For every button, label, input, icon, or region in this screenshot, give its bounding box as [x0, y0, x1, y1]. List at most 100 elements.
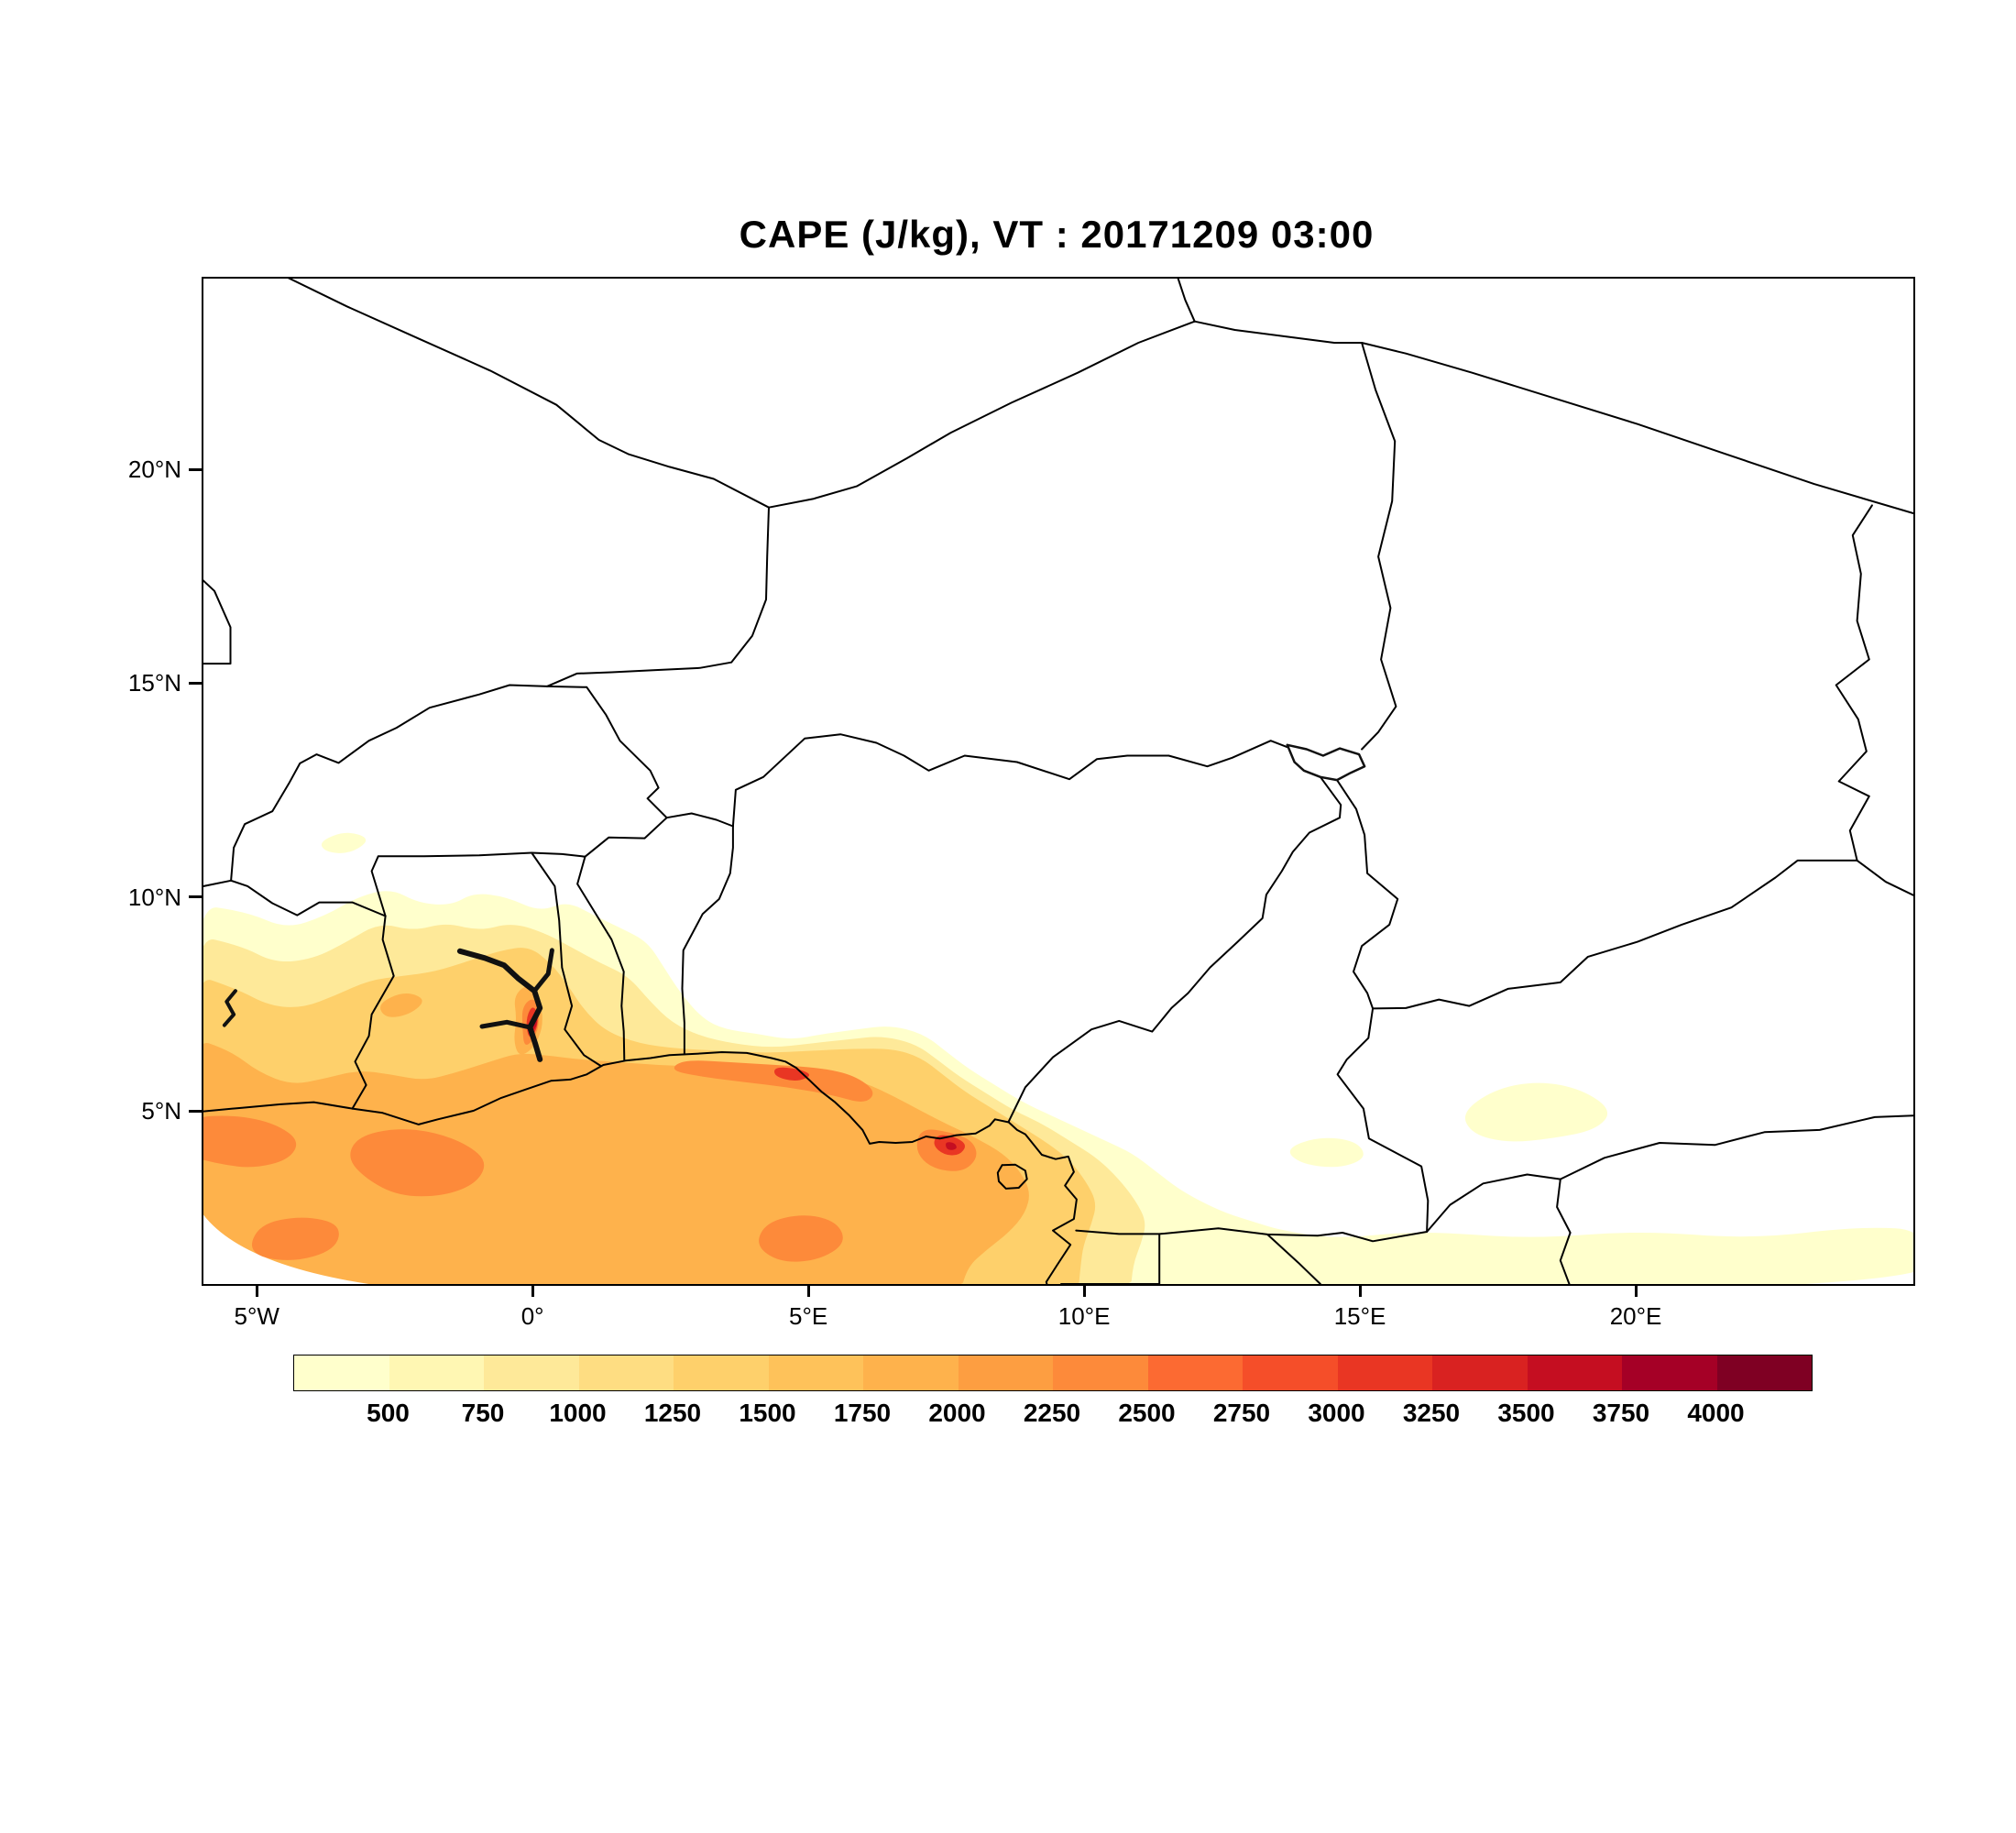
border-ghana-burkina	[370, 851, 533, 917]
colorbar-segment-0	[294, 1356, 389, 1390]
lat-tick-label: 10°N	[127, 883, 181, 911]
colorbar	[293, 1355, 1813, 1391]
border-chad-sudan	[1835, 504, 1873, 862]
lat-tick-label: 5°N	[141, 1097, 181, 1125]
figure-title: CAPE (J/kg), VT : 20171209 03:00	[739, 213, 1375, 256]
border-ghana-togo	[531, 851, 602, 1067]
border-nigeria-cameroon	[1007, 775, 1342, 1123]
colorbar-segment-9	[1147, 1356, 1243, 1390]
border-algeria-mali	[288, 279, 770, 509]
cape-lt500-patch-sahel	[321, 832, 367, 853]
border-cotedivoire-ghana	[351, 915, 395, 1110]
lat-tick-mark	[189, 1109, 202, 1113]
cape-lt500-patch-east	[1464, 1082, 1608, 1142]
lat-tick-mark	[189, 467, 202, 471]
lake-kossou	[222, 989, 237, 1027]
border-benin-nigeria	[681, 825, 734, 1056]
colorbar-segment-7	[958, 1356, 1053, 1390]
colorbar-label: 2250	[1023, 1399, 1081, 1427]
cape-2250-south	[759, 1215, 843, 1262]
lat-tick-label: 20°N	[127, 456, 181, 484]
border-togo-benin	[576, 855, 626, 1062]
map-svg	[203, 279, 1913, 1284]
colorbar-label: 2750	[1212, 1399, 1271, 1427]
border-nigeria-niger	[731, 733, 1288, 828]
colorbar-segment-10	[1243, 1356, 1338, 1390]
border-congo-drc-ubangi	[1556, 1178, 1572, 1284]
border-mali-niger	[546, 506, 770, 687]
colorbar-segment-3	[578, 1356, 674, 1390]
colorbar-segment-13	[1527, 1356, 1622, 1390]
border-car-drc	[1559, 1114, 1913, 1180]
border-togo-benin-burkina	[531, 817, 668, 858]
colorbar-labels: 500 750 1000 1250 1500 1750 2000 2250 2500 2750 30…	[293, 1399, 1811, 1435]
colorbar-segment-5	[768, 1356, 863, 1390]
colorbar-label: 1250	[643, 1399, 702, 1427]
lon-tick-label: 5°E	[789, 1302, 828, 1330]
colorbar-label: 4000	[1687, 1399, 1745, 1427]
border-bioko-island	[996, 1163, 1028, 1190]
colorbar-label: 2000	[928, 1399, 986, 1427]
lat-tick-mark	[189, 895, 202, 899]
lakes-layer	[222, 743, 1366, 1062]
colorbar-segment-4	[674, 1356, 769, 1390]
colorbar-segment-2	[484, 1356, 579, 1390]
colorbar-label: 1750	[833, 1399, 892, 1427]
colorbar-segment-14	[1622, 1356, 1717, 1390]
border-car-cameroon	[1336, 1007, 1430, 1233]
colorbar-segment-15	[1716, 1356, 1812, 1390]
lon-tick-label: 5°W	[234, 1302, 279, 1330]
country-borders-layer	[203, 279, 1913, 1284]
lon-tick-label: 20°E	[1609, 1302, 1662, 1330]
cape-3250-delta-core	[945, 1142, 957, 1150]
border-coastline-gulf-of-guinea	[203, 1051, 1078, 1284]
lake-volta-east-arm	[531, 948, 554, 993]
colorbar-segment-6	[863, 1356, 959, 1390]
border-benin-niger	[665, 812, 734, 828]
border-chad-car	[1372, 859, 1858, 1010]
colorbar-label: 3250	[1402, 1399, 1461, 1427]
colorbar-segment-8	[1053, 1356, 1148, 1390]
lake-chad	[1286, 743, 1366, 782]
border-libya-niger-chad	[1193, 320, 1913, 515]
border-algeria-niger	[768, 320, 1196, 509]
border-equatorial-guinea	[1060, 1229, 1161, 1284]
colorbar-segment-12	[1432, 1356, 1528, 1390]
border-car-sudan	[1856, 859, 1913, 896]
lon-tick-mark	[1634, 1284, 1638, 1297]
lat-tick-mark	[189, 681, 202, 685]
colorbar-label: 1000	[549, 1399, 607, 1427]
colorbar-label: 3500	[1497, 1399, 1555, 1427]
cape-2250-coastband	[674, 1060, 873, 1102]
border-cotedivoire-north	[203, 879, 387, 917]
lon-tick-mark	[255, 1284, 258, 1297]
lon-tick-mark	[531, 1284, 534, 1297]
colorbar-label: 2500	[1118, 1399, 1176, 1427]
border-cameroon-chad	[1336, 779, 1399, 1010]
border-mauritania-mali	[203, 579, 232, 665]
cape-2250-southwest	[252, 1217, 339, 1260]
cape-field-layer	[203, 832, 1913, 1284]
colorbar-segment-11	[1337, 1356, 1432, 1390]
lon-tick-label: 15°E	[1333, 1302, 1386, 1330]
lon-tick-mark	[806, 1284, 810, 1297]
lon-tick-mark	[1082, 1284, 1086, 1297]
cape-2250-central	[350, 1129, 485, 1197]
colorbar-label: 3750	[1592, 1399, 1650, 1427]
map-plot-area	[202, 277, 1915, 1286]
border-mali-burkina	[230, 684, 548, 882]
colorbar-segment-1	[389, 1356, 484, 1390]
colorbar-label: 1500	[739, 1399, 796, 1427]
border-algeria-libya	[1177, 279, 1196, 323]
border-niger-chad	[1361, 342, 1397, 751]
border-gabon-congo	[1266, 1233, 1321, 1284]
lon-tick-label: 10°E	[1057, 1302, 1111, 1330]
lon-tick-mark	[1358, 1284, 1362, 1297]
colorbar-label: 3000	[1308, 1399, 1365, 1427]
lon-tick-label: 0°	[520, 1302, 544, 1330]
cape-2250-west	[203, 1115, 297, 1168]
lat-tick-label: 15°N	[127, 669, 181, 697]
border-burkina-niger	[546, 685, 668, 819]
colorbar-label: 500	[367, 1399, 410, 1427]
